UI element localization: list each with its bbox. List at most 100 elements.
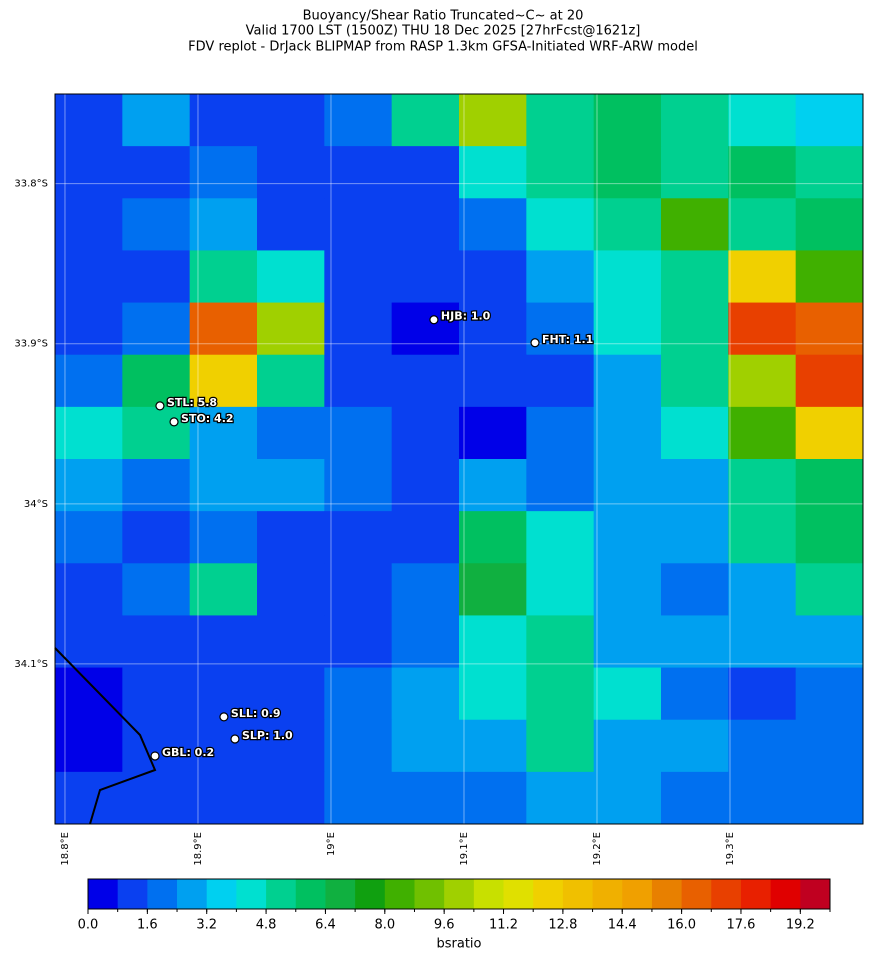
title-line: FDV replot - DrJack BLIPMAP from RASP 1.…	[188, 40, 698, 55]
cell	[593, 719, 662, 773]
cell	[257, 615, 325, 669]
cell	[55, 250, 123, 304]
graticule	[55, 94, 863, 824]
cell	[257, 302, 325, 356]
title-line: Buoyancy/Shear Ratio Truncated~C~ at 20	[303, 9, 584, 24]
station-label: HJB: 1.0	[441, 310, 491, 323]
cell	[324, 615, 393, 669]
colorbar-label: bsratio	[437, 937, 482, 952]
x-tick-label: 19.1°E	[459, 832, 470, 866]
colorbar-tick-label: 19.2	[786, 918, 815, 933]
cell	[661, 146, 729, 199]
cell	[55, 302, 123, 356]
cell	[324, 94, 393, 147]
cell	[391, 146, 460, 199]
colorbar-bin	[117, 879, 148, 909]
cell	[257, 563, 325, 616]
cell	[324, 771, 393, 825]
cell	[526, 459, 595, 512]
cell	[324, 563, 393, 616]
station-marker	[150, 751, 160, 761]
cell	[661, 563, 729, 616]
cell	[122, 615, 191, 669]
cell	[728, 406, 797, 460]
station-marker	[155, 401, 165, 411]
cell	[189, 771, 258, 825]
cell	[122, 563, 191, 616]
cell	[55, 667, 123, 721]
station-label: GBL: 0.2	[162, 746, 214, 759]
cell	[55, 406, 123, 460]
cell	[593, 771, 662, 825]
cell	[459, 511, 527, 564]
cell	[122, 302, 191, 356]
cell	[728, 94, 797, 147]
cell	[324, 719, 393, 773]
colorbar-tick-label: 11.2	[489, 918, 518, 933]
cell	[728, 615, 797, 669]
cell	[526, 667, 595, 721]
cell	[122, 667, 191, 721]
cell	[257, 146, 325, 199]
cell	[526, 615, 595, 669]
colorbar-bin	[770, 879, 801, 909]
colorbar-bin	[206, 879, 237, 909]
cell	[324, 406, 393, 460]
cell	[526, 302, 595, 356]
cell	[593, 250, 662, 304]
cell	[324, 459, 393, 512]
cell	[526, 511, 595, 564]
cell	[55, 198, 123, 251]
cell	[391, 198, 460, 251]
cell	[661, 771, 729, 825]
station-label: SLL: 0.9	[231, 707, 281, 720]
cell	[795, 198, 864, 251]
cell	[391, 615, 460, 669]
cell	[391, 563, 460, 616]
cell	[257, 250, 325, 304]
cell	[795, 459, 864, 512]
colorbar-tick-label: 6.4	[315, 918, 336, 933]
cell	[593, 354, 662, 408]
cell	[661, 406, 729, 460]
cell	[459, 667, 527, 721]
cell	[55, 459, 123, 512]
cell	[459, 719, 527, 773]
cell	[189, 250, 258, 304]
colorbar-bin	[384, 879, 415, 909]
cell	[459, 146, 527, 199]
cell	[257, 198, 325, 251]
cell	[728, 771, 797, 825]
cell	[526, 94, 595, 147]
cell	[391, 302, 460, 356]
cell	[189, 563, 258, 616]
cell	[795, 406, 864, 460]
cell	[728, 198, 797, 251]
cell	[122, 406, 191, 460]
cell	[728, 511, 797, 564]
station-marker	[219, 712, 229, 722]
cell	[122, 771, 191, 825]
cell	[189, 511, 258, 564]
colorbar-bin	[651, 879, 682, 909]
cell	[795, 94, 864, 147]
cell	[795, 771, 864, 825]
cell	[526, 771, 595, 825]
cell	[795, 250, 864, 304]
cell	[189, 354, 258, 408]
cell	[459, 563, 527, 616]
raster	[55, 94, 864, 825]
cell	[189, 146, 258, 199]
cell	[661, 667, 729, 721]
cell	[459, 302, 527, 356]
cell	[593, 615, 662, 669]
cell	[391, 250, 460, 304]
cell	[661, 94, 729, 147]
colorbar-bin	[295, 879, 326, 909]
cell	[526, 354, 595, 408]
y-tick-label: 33.8°S	[14, 179, 48, 190]
cell	[459, 459, 527, 512]
cell	[593, 459, 662, 512]
cell	[795, 615, 864, 669]
cell	[661, 302, 729, 356]
